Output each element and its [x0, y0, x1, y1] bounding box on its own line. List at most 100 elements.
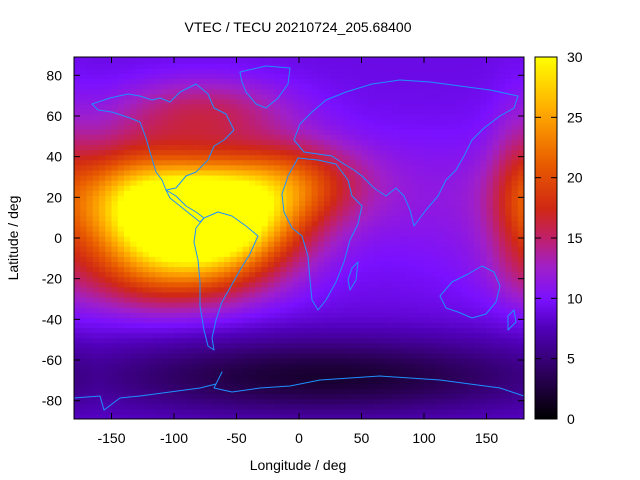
heatmap-cell [299, 98, 306, 105]
heatmap-cell [486, 68, 494, 74]
heatmap-cell [117, 180, 125, 186]
heatmap-cell [286, 164, 294, 171]
heatmap-cell [192, 108, 200, 115]
heatmap-cell [461, 144, 469, 151]
heatmap-cell [149, 119, 156, 125]
heatmap-cell [430, 230, 438, 237]
heatmap-cell [436, 373, 444, 379]
heatmap-cell [261, 88, 269, 95]
heatmap-cell [205, 113, 213, 120]
heatmap-cell [374, 230, 381, 237]
heatmap-cell [405, 398, 413, 405]
heatmap-cell [411, 342, 419, 349]
heatmap-cell [355, 393, 363, 400]
heatmap-cell [511, 93, 519, 100]
heatmap-cell [236, 281, 244, 288]
heatmap-cell [399, 220, 406, 227]
heatmap-cell [230, 185, 238, 191]
heatmap-cell [155, 246, 163, 252]
heatmap-cell [305, 159, 313, 166]
heatmap-cell [280, 154, 288, 161]
heatmap-cell [392, 93, 400, 100]
heatmap-cell [74, 88, 81, 95]
heatmap-cell [161, 230, 169, 237]
heatmap-cell [224, 215, 231, 222]
heatmap-cell [324, 93, 331, 100]
heatmap-cell [86, 398, 94, 405]
heatmap-cell [92, 378, 100, 385]
heatmap-cell [205, 317, 213, 323]
heatmap-cell [286, 296, 294, 303]
heatmap-cell [280, 266, 288, 273]
heatmap-cell [330, 83, 338, 90]
heatmap-cell [367, 403, 375, 410]
heatmap-cell [436, 398, 444, 405]
heatmap-cell [142, 296, 150, 303]
heatmap-cell [305, 337, 313, 344]
heatmap-cell [149, 78, 156, 85]
heatmap-cell [386, 205, 394, 212]
heatmap-cell [255, 347, 263, 354]
heatmap-cell [117, 63, 125, 69]
heatmap-cell [311, 307, 319, 313]
heatmap-cell [142, 205, 150, 212]
heatmap-cell [430, 93, 438, 100]
heatmap-cell [211, 393, 219, 400]
heatmap-cell [174, 317, 181, 323]
heatmap-cell [255, 154, 263, 161]
heatmap-cell [136, 230, 144, 237]
heatmap-cell [249, 256, 256, 262]
heatmap-cell [167, 205, 175, 212]
heatmap-cell [180, 108, 188, 115]
heatmap-cell [411, 169, 419, 176]
heatmap-cell [455, 357, 463, 364]
heatmap-cell [292, 215, 300, 222]
heatmap-cell [217, 180, 225, 186]
heatmap-cell [380, 271, 388, 278]
heatmap-cell [117, 342, 125, 349]
heatmap-cell [280, 195, 288, 201]
heatmap-cell [405, 119, 413, 125]
heatmap-cell [311, 78, 319, 85]
heatmap-cell [399, 113, 406, 120]
heatmap-cell [430, 251, 438, 257]
heatmap-cell [117, 225, 125, 232]
heatmap-cell [230, 312, 238, 318]
heatmap-cell [224, 98, 231, 105]
heatmap-cell [74, 307, 81, 313]
heatmap-cell [424, 103, 431, 110]
heatmap-cell [205, 327, 213, 334]
heatmap-cell [399, 159, 406, 166]
heatmap-cell [492, 134, 500, 140]
heatmap-cell [361, 373, 369, 379]
heatmap-cell [267, 403, 275, 410]
heatmap-cell [217, 317, 225, 323]
heatmap-cell [342, 210, 350, 217]
heatmap-cell [249, 129, 256, 135]
heatmap-cell [342, 261, 350, 268]
heatmap-cell [186, 383, 194, 390]
heatmap-cell [324, 195, 331, 201]
heatmap-cell [486, 408, 494, 415]
heatmap-cell [499, 88, 506, 95]
heatmap-cell [192, 413, 200, 419]
heatmap-cell [274, 98, 281, 105]
heatmap-cell [417, 164, 425, 171]
heatmap-cell [336, 154, 344, 161]
heatmap-cell [449, 195, 456, 201]
heatmap-cell [367, 281, 375, 288]
heatmap-cell [330, 164, 338, 171]
heatmap-cell [186, 388, 194, 395]
heatmap-cell [424, 144, 431, 151]
heatmap-cell [74, 68, 81, 74]
heatmap-cell [224, 408, 231, 415]
heatmap-cell [311, 251, 319, 257]
heatmap-cell [192, 205, 200, 212]
heatmap-cell [286, 347, 294, 354]
heatmap-cell [174, 174, 181, 181]
heatmap-cell [461, 363, 469, 369]
heatmap-cell [142, 195, 150, 201]
heatmap-cell [492, 73, 500, 79]
heatmap-cell [249, 113, 256, 120]
heatmap-cell [405, 363, 413, 369]
